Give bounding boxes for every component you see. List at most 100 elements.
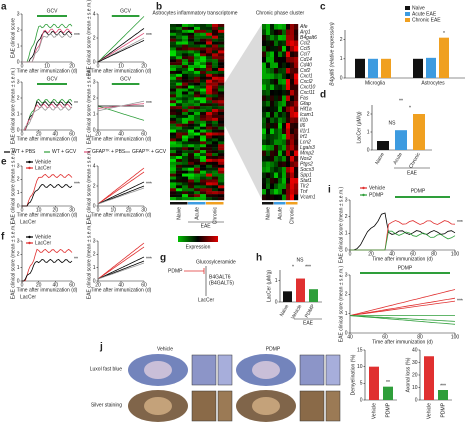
heatmap-cell	[262, 145, 267, 151]
heatmap-cell	[218, 59, 225, 63]
heatmap-cell	[270, 73, 275, 80]
heatmap-cell	[176, 197, 183, 201]
heatmap-cell	[200, 68, 207, 72]
heatmap-cell	[176, 179, 183, 183]
heatmap-cell	[188, 153, 195, 157]
heatmap-cell	[290, 46, 295, 52]
heatmap-cell	[170, 106, 177, 110]
heatmap-cell	[294, 106, 299, 113]
y-axis-label: EAE clinical score (mean ± s.e.m.)	[10, 147, 16, 224]
zoom-inset	[325, 354, 341, 386]
heatmap-cell	[270, 51, 275, 58]
heatmap-cell	[200, 94, 207, 98]
panel-letter: g	[160, 253, 166, 264]
heatmap-cell	[266, 101, 271, 107]
y-tick-label: 3	[17, 11, 20, 17]
heatmap-cell	[262, 46, 267, 52]
heatmap-cell	[176, 70, 183, 75]
heatmap-cell	[206, 103, 213, 107]
y-tick-label: 1	[340, 56, 343, 62]
heatmap-cell	[212, 161, 219, 165]
heatmap-cell	[188, 138, 195, 142]
heatmap-cell	[188, 100, 195, 104]
heatmap-cell	[206, 76, 213, 80]
column-bar	[262, 202, 274, 205]
heatmap-cell	[294, 134, 299, 140]
heatmap-cell	[182, 123, 189, 127]
gene-label: Cxcl1	[300, 74, 313, 80]
heatmap-cell	[206, 44, 213, 48]
y-axis-label: Axonal loss (%)	[405, 357, 411, 392]
heatmap-cell	[274, 150, 279, 157]
heatmap-cell	[170, 50, 177, 54]
heatmap-cell	[200, 70, 207, 75]
heatmap-cell	[200, 50, 207, 54]
heatmap-cell	[200, 138, 207, 142]
heatmap-cell	[290, 189, 295, 195]
heatmap-cell	[286, 112, 291, 118]
gene-label: Hif1a	[300, 107, 312, 113]
heatmap-cell	[176, 65, 183, 69]
heatmap-cell	[176, 53, 183, 57]
gene-label: Il1r1	[300, 129, 310, 135]
heatmap-cell	[278, 68, 283, 74]
heatmap-cell	[176, 182, 183, 186]
curve	[349, 297, 456, 316]
heatmap-cell	[182, 135, 189, 139]
x-tick-label: 0	[97, 63, 100, 69]
tissue-inner	[252, 361, 280, 379]
y-tick-label: 1	[17, 43, 20, 49]
heatmap-cell	[282, 62, 287, 69]
y-axis-label: EAE clinical score (mean ± s.e.m.)	[338, 265, 344, 342]
heatmap-cell	[194, 97, 201, 101]
heatmap-cell	[274, 134, 279, 140]
heatmap-cell	[274, 57, 279, 63]
heatmap-cell	[294, 112, 299, 118]
treatment-label: LacCer	[20, 294, 36, 300]
heatmap-cell	[170, 41, 177, 45]
y-axis-label: EAE clinical score (mean ± s.e.m.)	[86, 222, 92, 299]
heatmap-title: Astrocytes inflammatory transcriptome	[152, 10, 237, 16]
heatmap-cell	[274, 178, 279, 184]
heatmap-cell	[286, 145, 291, 151]
heatmap-cell	[274, 112, 279, 118]
y-tick-label: 3	[345, 272, 348, 278]
y-axis-label: LacCer (μM/g)	[266, 270, 272, 302]
heatmap-cell	[206, 73, 213, 77]
heatmap-cell	[262, 73, 267, 80]
heatmap-cell	[278, 189, 283, 195]
bar	[296, 278, 305, 302]
curve	[97, 256, 145, 280]
treatment-label: PDMP	[411, 188, 426, 194]
heatmap-cell	[218, 79, 225, 83]
heatmap-cell	[212, 26, 219, 31]
heatmap-cell	[194, 29, 201, 33]
heatmap-cell	[206, 59, 213, 63]
heatmap-cell	[188, 120, 195, 124]
y-tick-label: 10	[412, 385, 418, 391]
legend-marker	[28, 235, 31, 239]
heatmap-cell	[262, 79, 267, 85]
heatmap-cell	[262, 128, 267, 135]
curve	[22, 101, 73, 131]
heatmap-cell	[200, 82, 207, 86]
heatmap-cell	[290, 112, 295, 118]
heatmap-cell	[290, 90, 295, 96]
y-tick-label: 2	[340, 37, 343, 43]
heatmap-cell	[212, 112, 219, 116]
x-tick-label: Naive	[279, 303, 291, 317]
heatmap-cell	[176, 188, 183, 192]
heatmap-cell	[170, 47, 177, 51]
heatmap-cell	[218, 53, 225, 57]
heatmap-cell	[188, 158, 195, 163]
heatmap-cell	[206, 32, 213, 36]
heatmap-cell	[194, 147, 201, 151]
heatmap-cell	[194, 56, 201, 60]
heatmap-cell	[212, 182, 219, 186]
curve	[349, 289, 456, 316]
heatmap-cell	[200, 44, 207, 48]
heatmap-cell	[218, 70, 225, 75]
column-bar	[188, 202, 206, 205]
heatmap-cell	[200, 185, 207, 189]
heatmap-cell	[206, 91, 213, 95]
